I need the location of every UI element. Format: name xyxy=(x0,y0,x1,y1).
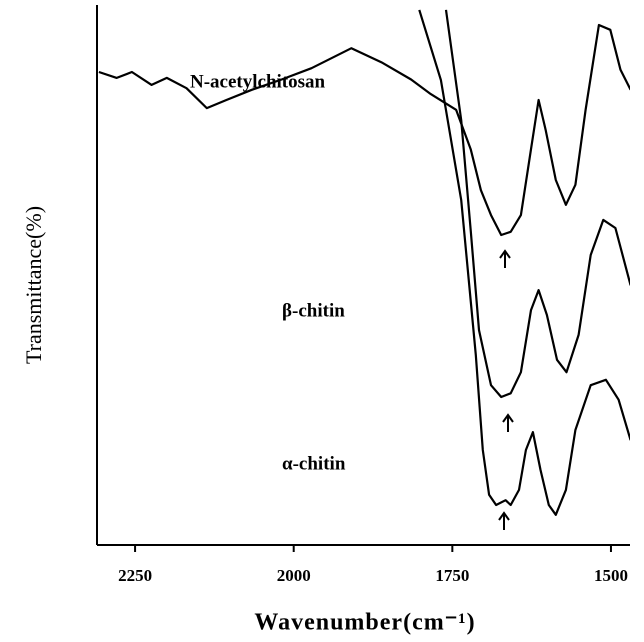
spectrum-line xyxy=(98,23,630,237)
x-tick-label: 2250 xyxy=(118,566,152,585)
arrow xyxy=(498,511,510,530)
spectrum-line xyxy=(418,9,630,516)
series-label: β-chitin xyxy=(282,300,345,321)
series-label: N-acetylchitosan xyxy=(190,71,326,92)
spectrum-line xyxy=(444,9,630,399)
arrows xyxy=(498,249,514,530)
x-tick-label: 1500 xyxy=(594,566,628,585)
y-axis-label: Transmittance(%) xyxy=(21,206,46,364)
arrow xyxy=(502,413,514,432)
arrow xyxy=(499,249,511,268)
x-tick-label: 1750 xyxy=(435,566,469,585)
x-axis-label: Wavenumber(cm⁻¹) xyxy=(254,610,475,636)
plot-area xyxy=(98,9,630,516)
series-label: α-chitin xyxy=(282,453,346,474)
x-tick-label: 2000 xyxy=(277,566,311,585)
